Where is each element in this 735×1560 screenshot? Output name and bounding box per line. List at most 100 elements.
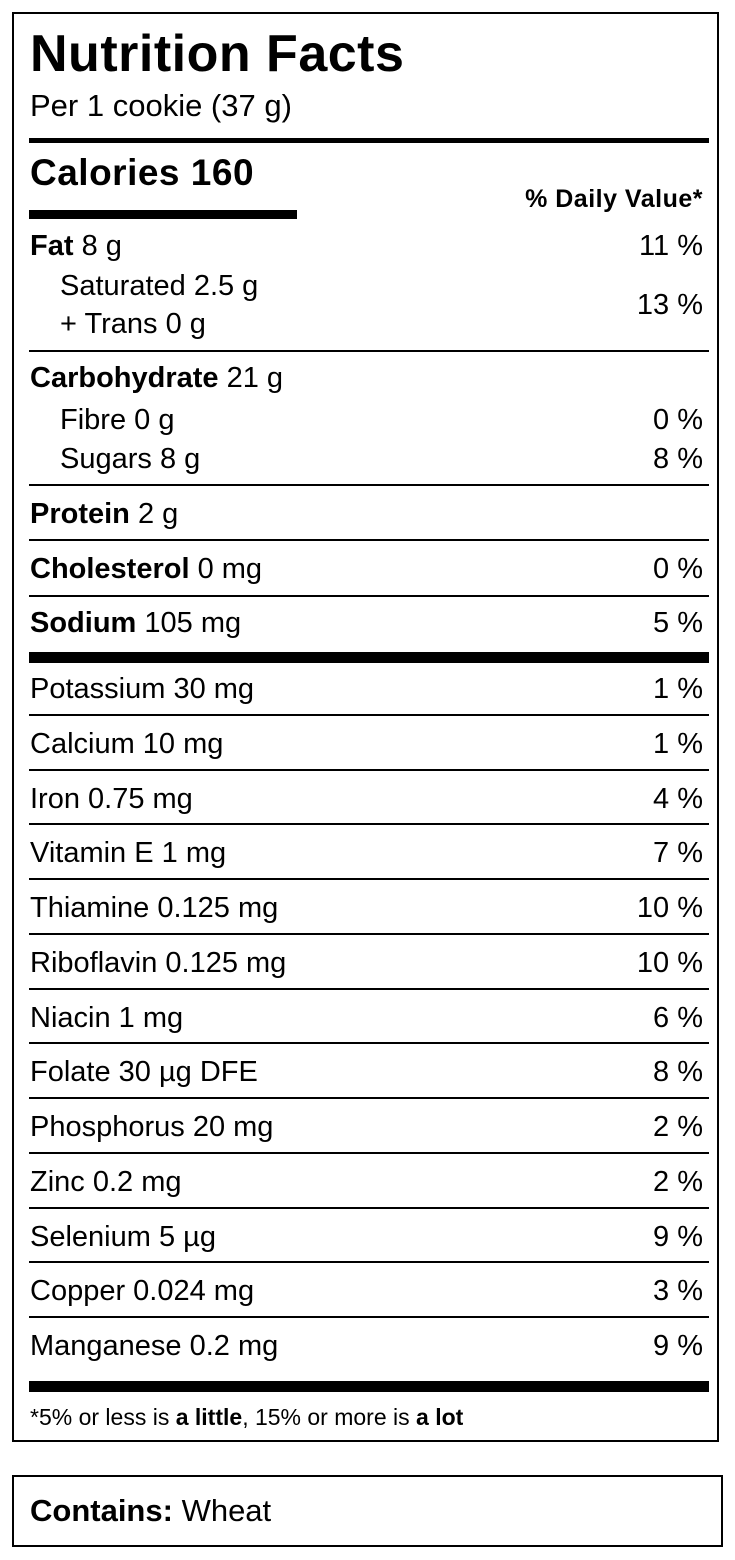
nutrient-name: Phosphorus 20 mg bbox=[30, 1111, 274, 1143]
divider bbox=[29, 878, 709, 880]
nutrient-name: Folate 30 µg DFE bbox=[30, 1056, 258, 1088]
nutrient-name: Niacin 1 mg bbox=[30, 1002, 184, 1034]
nutrient-dv: 8 % bbox=[653, 443, 703, 475]
divider bbox=[29, 1261, 709, 1263]
nutrient-dv: 6 % bbox=[653, 1002, 703, 1034]
mineral-row: Niacin 1 mg 6 % bbox=[30, 1004, 703, 1033]
nutrient-row-saturated: Saturated 2.5 g bbox=[60, 272, 703, 301]
footnote-bold: a little bbox=[175, 1404, 243, 1430]
nutrient-dv: 2 % bbox=[653, 1111, 703, 1143]
mineral-row: Zinc 0.2 mg 2 % bbox=[30, 1168, 703, 1197]
nutrient-name: Riboflavin 0.125 mg bbox=[30, 947, 287, 979]
footnote-bold: a lot bbox=[416, 1404, 464, 1430]
nutrient-name: Zinc 0.2 mg bbox=[30, 1166, 182, 1198]
mineral-row: Copper 0.024 mg 3 % bbox=[30, 1277, 703, 1306]
nutrient-name: Iron 0.75 mg bbox=[30, 783, 193, 815]
nutrient-dv: 1 % bbox=[653, 728, 703, 760]
nutrient-dv: 9 % bbox=[653, 1221, 703, 1253]
mineral-row: Potassium 30 mg 1 % bbox=[30, 675, 703, 704]
allergen-box: Contains: Wheat bbox=[12, 1475, 723, 1547]
nutrient-dv: 10 % bbox=[636, 947, 703, 979]
nutrient-dv: 5 % bbox=[653, 607, 703, 639]
mineral-row: Thiamine 0.125 mg 10 % bbox=[30, 894, 703, 923]
divider-thick bbox=[29, 138, 709, 143]
mineral-row: Vitamin E 1 mg 7 % bbox=[30, 839, 703, 868]
divider bbox=[29, 1152, 709, 1154]
nutrition-facts-panel: Nutrition Facts Per 1 cookie (37 g) Calo… bbox=[12, 12, 719, 1442]
nutrient-row-cholesterol: Cholesterol 0 mg 0 % bbox=[30, 555, 703, 584]
nutrient-row-fibre: Fibre 0 g 0 % bbox=[30, 406, 703, 435]
nutrient-dv: 3 % bbox=[653, 1275, 703, 1307]
nutrient-dv: 13 % bbox=[636, 289, 703, 321]
footnote-text: , 15% or more is bbox=[242, 1404, 417, 1430]
nutrient-name: Copper 0.024 mg bbox=[30, 1275, 255, 1307]
label-title: Nutrition Facts bbox=[30, 25, 405, 83]
nutrient-name: Saturated 2.5 g bbox=[60, 270, 259, 302]
nutrient-amount: 8 g bbox=[81, 230, 122, 262]
nutrient-dv: 9 % bbox=[653, 1330, 703, 1362]
footnote: *5% or less is a little, 15% or more is … bbox=[30, 1406, 463, 1429]
mineral-row: Calcium 10 mg 1 % bbox=[30, 730, 703, 759]
mineral-row: Selenium 5 µg 9 % bbox=[30, 1223, 703, 1252]
nutrient-name: Fat bbox=[30, 230, 74, 262]
nutrient-amount: 21 g bbox=[226, 362, 284, 394]
divider bbox=[29, 595, 709, 597]
divider bbox=[29, 933, 709, 935]
divider bbox=[29, 823, 709, 825]
nutrient-name: Selenium 5 µg bbox=[30, 1221, 216, 1253]
nutrient-name: Cholesterol bbox=[30, 553, 190, 585]
nutrient-name: Carbohydrate bbox=[30, 362, 219, 394]
nutrient-name: Fibre 0 g bbox=[60, 404, 175, 436]
nutrient-row-sugars: Sugars 8 g 8 % bbox=[30, 445, 703, 474]
nutrient-name: Vitamin E 1 mg bbox=[30, 837, 227, 869]
nutrient-dv: 0 % bbox=[653, 553, 703, 585]
nutrient-dv: 8 % bbox=[653, 1056, 703, 1088]
calories-line: Calories 160 bbox=[30, 154, 254, 191]
nutrient-name: Potassium 30 mg bbox=[30, 673, 255, 705]
nutrient-name: Thiamine 0.125 mg bbox=[30, 892, 279, 924]
daily-value-header: % Daily Value* bbox=[525, 185, 703, 213]
nutrient-dv: 11 % bbox=[639, 230, 703, 262]
divider bbox=[29, 1097, 709, 1099]
nutrient-row-fat: Fat 8 g 11 % bbox=[30, 232, 703, 261]
allergen-value: Wheat bbox=[181, 1493, 272, 1528]
nutrient-name: Manganese 0.2 mg bbox=[30, 1330, 279, 1362]
nutrient-row-carbohydrate: Carbohydrate 21 g bbox=[30, 364, 703, 393]
nutrient-amount: 0 mg bbox=[197, 553, 263, 585]
calories-underline bbox=[29, 210, 297, 219]
nutrient-name: Protein bbox=[30, 498, 130, 530]
serving-size: Per 1 cookie (37 g) bbox=[30, 88, 292, 123]
divider bbox=[29, 1042, 709, 1044]
divider bbox=[29, 714, 709, 716]
nutrient-amount: 2 g bbox=[137, 498, 179, 530]
divider bbox=[29, 769, 709, 771]
mineral-row: Folate 30 µg DFE 8 % bbox=[30, 1058, 703, 1087]
nutrient-row-protein: Protein 2 g bbox=[30, 500, 703, 529]
divider bbox=[29, 350, 709, 352]
nutrient-name: Sodium bbox=[30, 607, 137, 639]
divider-thick bbox=[29, 1381, 709, 1392]
divider-thick bbox=[29, 652, 709, 663]
divider bbox=[29, 484, 709, 486]
divider bbox=[29, 1316, 709, 1318]
mineral-row: Riboflavin 0.125 mg 10 % bbox=[30, 949, 703, 978]
nutrient-dv: 1 % bbox=[653, 673, 703, 705]
nutrient-dv: 7 % bbox=[653, 837, 703, 869]
divider bbox=[29, 1207, 709, 1209]
nutrient-dv: 2 % bbox=[653, 1166, 703, 1198]
nutrient-name: + Trans 0 g bbox=[60, 308, 206, 340]
divider bbox=[29, 988, 709, 990]
nutrient-row-sodium: Sodium 105 mg 5 % bbox=[30, 609, 703, 638]
nutrient-row-trans: + Trans 0 g bbox=[60, 310, 703, 339]
nutrient-dv: 4 % bbox=[653, 783, 703, 815]
nutrient-name: Calcium 10 mg bbox=[30, 728, 224, 760]
calories-label: Calories bbox=[30, 152, 181, 193]
calories-value: 160 bbox=[190, 152, 255, 193]
allergen-line: Contains: Wheat bbox=[30, 1495, 271, 1526]
mineral-row: Phosphorus 20 mg 2 % bbox=[30, 1113, 703, 1142]
nutrient-amount: 105 mg bbox=[144, 607, 242, 639]
nutrient-dv: 0 % bbox=[653, 404, 703, 436]
allergen-label: Contains: bbox=[30, 1493, 173, 1528]
divider bbox=[29, 539, 709, 541]
nutrient-dv: 10 % bbox=[636, 892, 703, 924]
